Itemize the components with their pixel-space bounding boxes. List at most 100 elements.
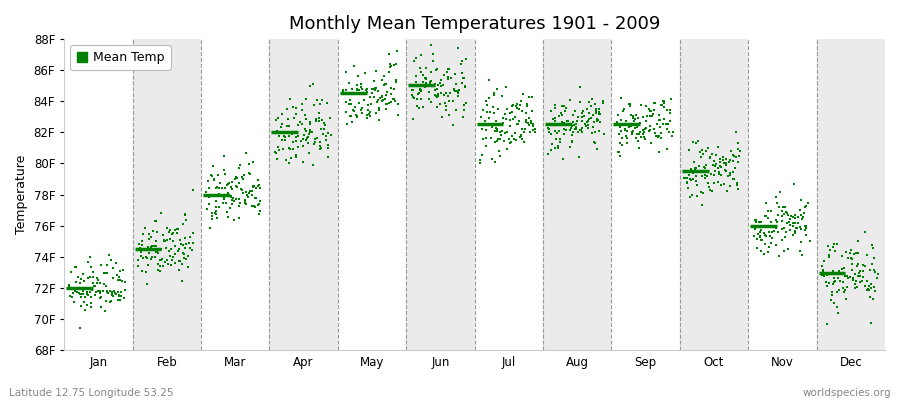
Point (94, 304, 108, 311)
Point (416, 78, 430, 85)
Point (652, 133, 666, 139)
Point (219, 200, 233, 206)
Point (172, 266, 186, 273)
Point (769, 242, 783, 248)
Point (832, 271, 846, 278)
Point (652, 116, 666, 123)
Point (390, 48, 404, 54)
Point (208, 210, 222, 216)
Point (375, 94, 390, 100)
Bar (543, 39, 611, 350)
Point (614, 117, 628, 124)
Point (497, 138, 511, 144)
Point (867, 255, 881, 262)
Point (828, 248, 842, 254)
Point (796, 252, 810, 258)
Point (242, 170, 256, 176)
Point (649, 132, 663, 139)
Point (625, 130, 639, 137)
Point (414, 88, 428, 94)
Point (451, 88, 465, 95)
Point (510, 121, 525, 128)
Point (351, 73, 365, 80)
Point (103, 288, 117, 294)
Point (457, 102, 472, 108)
Point (846, 251, 860, 258)
Point (336, 87, 350, 93)
Point (455, 75, 470, 82)
Point (720, 188, 734, 194)
Point (313, 146, 328, 152)
Point (299, 137, 313, 143)
Point (730, 181, 744, 188)
Point (424, 78, 438, 85)
Point (379, 91, 393, 98)
Point (199, 189, 213, 196)
Point (730, 180, 744, 186)
Point (68, 264, 82, 270)
Point (418, 65, 433, 71)
Point (358, 90, 373, 96)
Point (365, 86, 380, 92)
Point (526, 121, 540, 127)
Point (94, 288, 108, 294)
Point (838, 273, 852, 279)
Point (718, 156, 733, 162)
Point (551, 143, 565, 149)
Point (612, 148, 626, 155)
Point (379, 80, 393, 87)
Point (136, 255, 150, 262)
Point (371, 88, 385, 94)
Point (566, 119, 580, 126)
Point (701, 145, 716, 152)
Point (76, 271, 90, 277)
Point (796, 214, 810, 220)
Point (310, 96, 325, 103)
Point (842, 275, 856, 281)
Point (350, 114, 365, 120)
Point (106, 292, 121, 299)
Point (827, 275, 842, 282)
Point (652, 149, 666, 156)
Point (822, 254, 836, 260)
Point (253, 208, 267, 214)
Point (225, 186, 239, 192)
Point (496, 114, 510, 121)
Bar (680, 39, 748, 350)
Point (787, 220, 801, 226)
Point (253, 185, 267, 191)
Point (790, 225, 805, 231)
Point (778, 234, 793, 240)
Point (148, 243, 163, 249)
Point (111, 289, 125, 296)
Point (541, 151, 555, 158)
Point (853, 272, 868, 279)
Point (209, 185, 223, 192)
Point (112, 293, 127, 299)
Point (754, 237, 769, 244)
Point (183, 234, 197, 240)
Point (148, 254, 162, 260)
Point (135, 231, 149, 237)
Point (434, 77, 448, 84)
Point (639, 113, 653, 120)
Point (429, 86, 444, 92)
Point (428, 92, 443, 98)
Point (321, 145, 336, 151)
Point (282, 160, 296, 167)
Point (274, 121, 289, 128)
Point (626, 115, 640, 122)
Point (757, 251, 771, 258)
Point (412, 104, 427, 111)
Point (235, 174, 249, 180)
Point (429, 66, 444, 72)
Point (107, 288, 122, 294)
Point (248, 204, 262, 210)
Point (559, 104, 573, 111)
Point (475, 136, 490, 142)
Point (547, 114, 562, 121)
Point (294, 101, 309, 108)
Point (825, 292, 840, 298)
Point (768, 223, 782, 229)
Point (212, 204, 227, 210)
